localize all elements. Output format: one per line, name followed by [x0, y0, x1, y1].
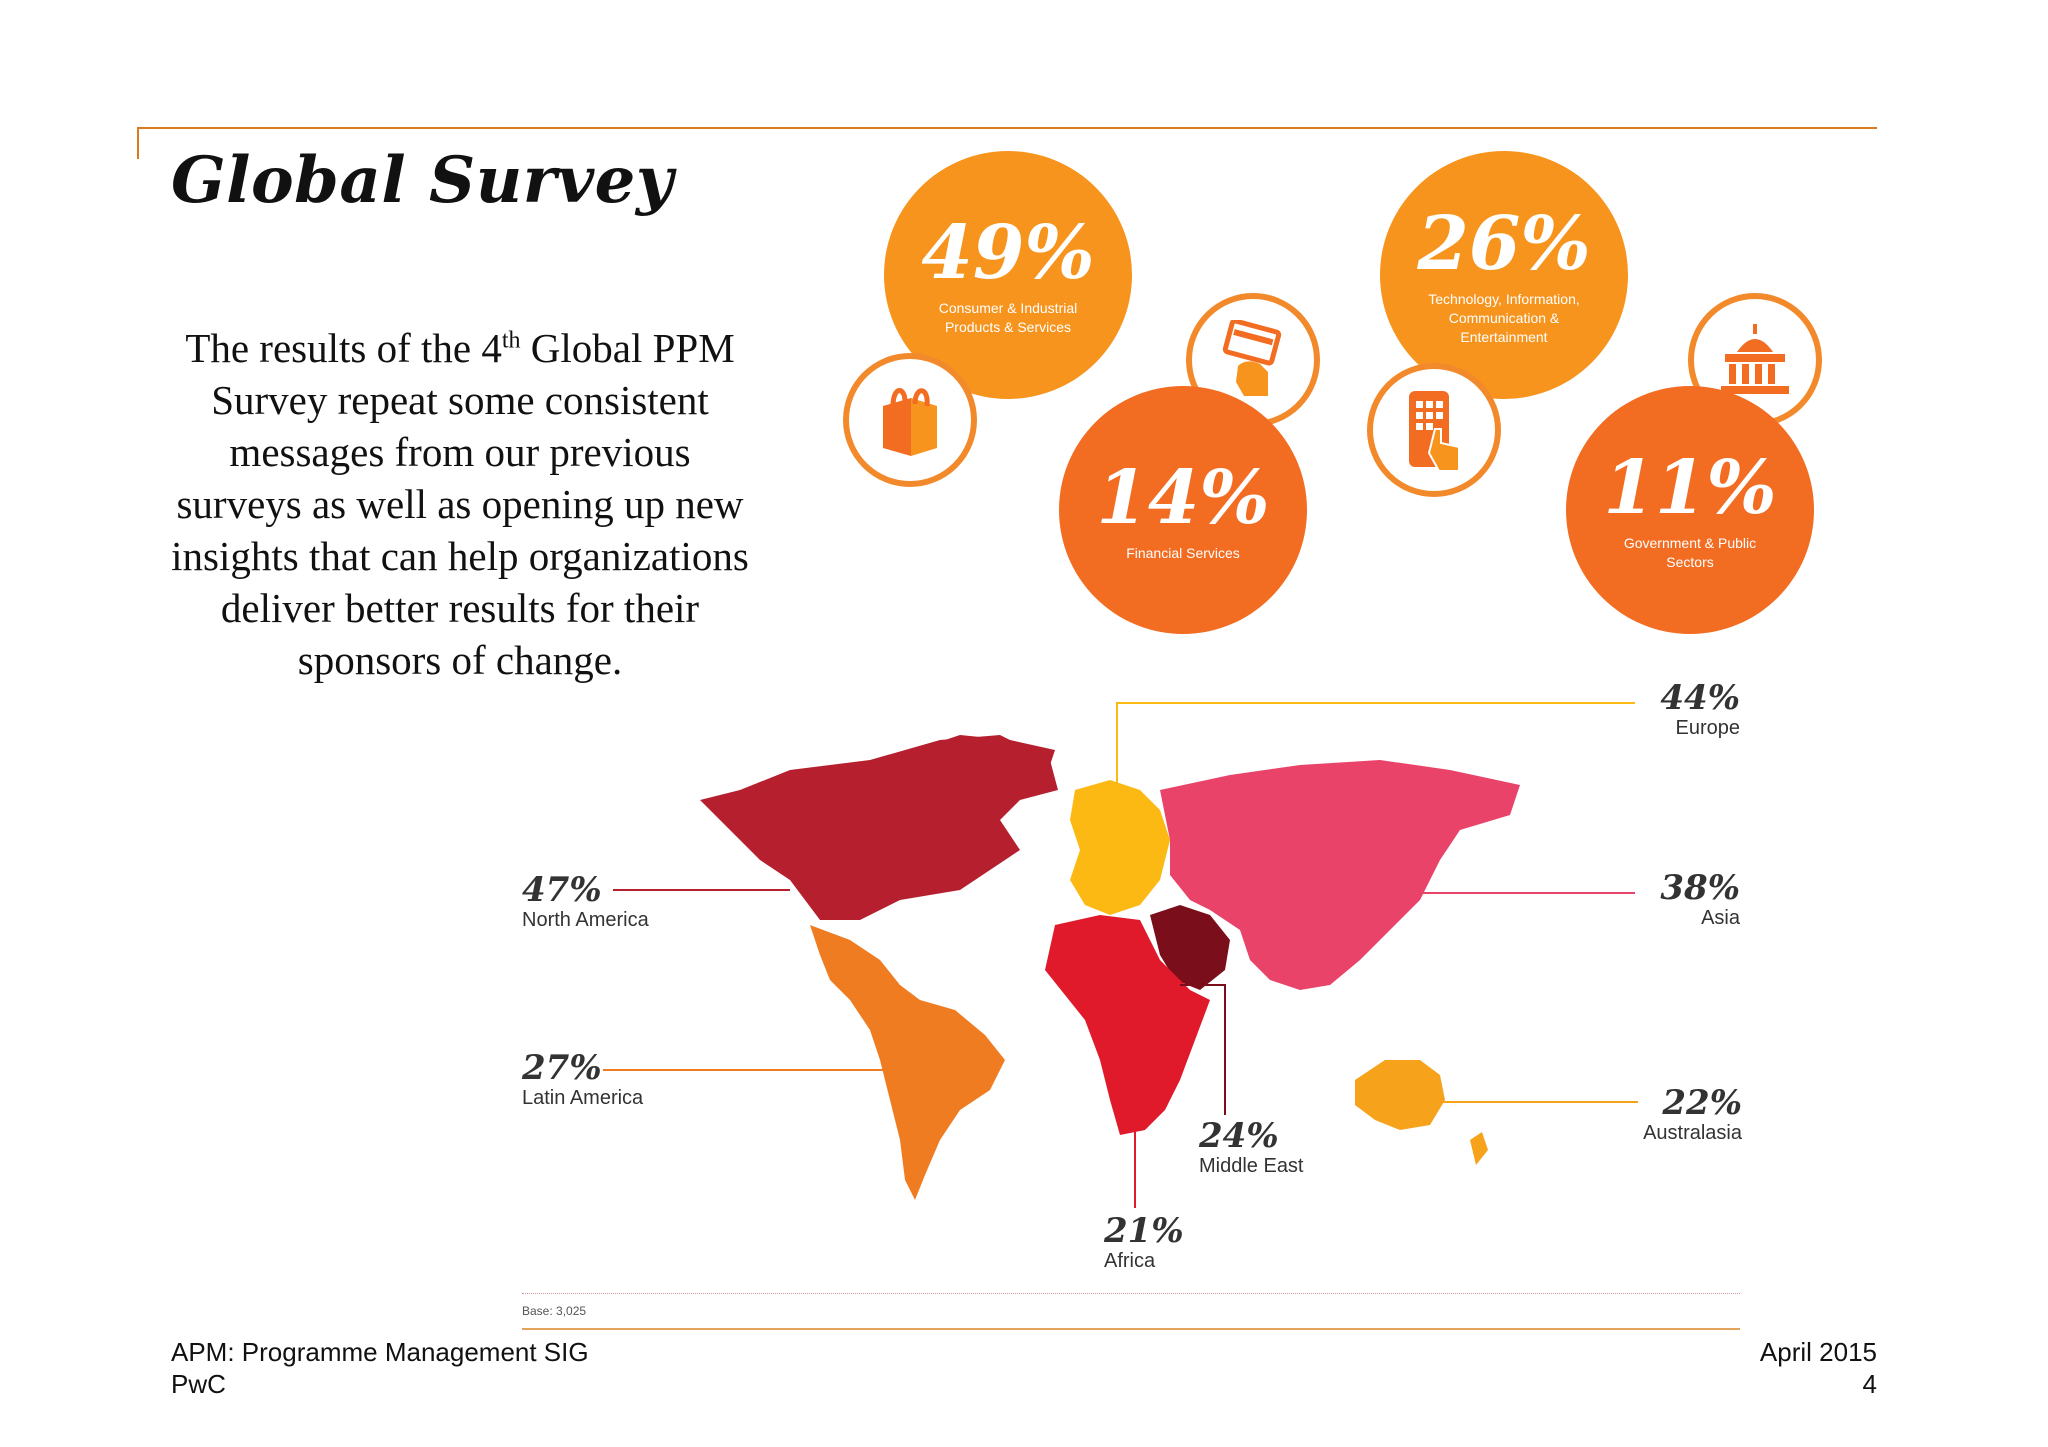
intro-line-2: Survey repeat some consistent — [211, 377, 709, 423]
region-label-north-america: 47% North America — [522, 872, 649, 932]
map-region-africa — [1045, 915, 1210, 1135]
region-label-australasia: 22% Australasia — [1643, 1085, 1742, 1145]
region-pct: 38% — [1660, 868, 1740, 908]
leader-middle-east — [1180, 984, 1226, 1115]
mobile-phone-icon — [1367, 363, 1501, 497]
sector-label: Consumer & Industrial Products & Service… — [938, 300, 1078, 335]
sector-label: Technology, Information, Communication &… — [1428, 290, 1580, 345]
region-name: Middle East — [1199, 1155, 1304, 1177]
intro-line-1a: The results of the 4 — [185, 325, 502, 371]
intro-line-6: deliver better results for their — [220, 585, 700, 631]
region-name: Latin America — [522, 1087, 644, 1109]
intro-line-3: messages from our previous — [229, 429, 691, 475]
region-pct: 47% — [522, 870, 602, 910]
map-baseline-dots — [522, 1293, 1740, 1294]
sector-bubble-government: 11% Government & Public Sectors — [1566, 386, 1814, 634]
map-region-middle-east — [1150, 905, 1230, 990]
sector-label: Financial Services — [1126, 544, 1240, 561]
sector-bubble-financial: 14% Financial Services — [1059, 386, 1307, 634]
sector-bubble-technology: 26% Technology, Information, Communicati… — [1380, 151, 1628, 399]
region-name: Australasia — [1643, 1122, 1742, 1144]
region-name: North America — [522, 909, 649, 931]
intro-line-5: insights that can help organizations — [171, 533, 749, 579]
intro-line-4: surveys as well as opening up new — [176, 481, 744, 527]
page-title: Global Survey — [171, 143, 674, 218]
region-name: Asia — [1701, 907, 1740, 929]
shopping-bag-icon — [843, 353, 977, 487]
footer-left: APM: Programme Management SIG PwC — [171, 1336, 589, 1400]
sector-pct: 26% — [1417, 200, 1591, 287]
region-label-asia: 38% Asia — [1660, 870, 1740, 930]
region-pct: 24% — [1199, 1116, 1279, 1156]
map-region-australasia — [1355, 1060, 1445, 1130]
intro-line-1b: Global PPM — [520, 325, 735, 371]
region-pct: 21% — [1104, 1211, 1184, 1251]
title-rule — [137, 127, 1877, 129]
sector-pct: 49% — [921, 210, 1095, 296]
title-rule-tick — [137, 127, 139, 159]
footer-date: April 2015 — [1759, 1337, 1877, 1367]
sector-pct: 11% — [1603, 445, 1777, 531]
intro-line-7: sponsors of change. — [297, 637, 623, 683]
map-region-latin-america — [810, 925, 1005, 1200]
map-region-europe — [1070, 780, 1170, 915]
sector-label: Government & Public Sectors — [1623, 535, 1757, 570]
leader-europe — [1116, 702, 1635, 840]
region-label-africa: 21% Africa — [1104, 1213, 1184, 1273]
region-label-europe: 44% Europe — [1660, 680, 1740, 740]
base-note: Base: 3,025 — [522, 1304, 587, 1318]
region-label-latin-america: 27% Latin America — [522, 1050, 643, 1110]
map-region-greenland — [930, 735, 1055, 795]
sector-pct: 14% — [1096, 454, 1270, 541]
region-pct: 27% — [522, 1048, 602, 1088]
map-region-new-zealand — [1470, 1132, 1488, 1165]
footer-company: PwC — [171, 1369, 226, 1399]
intro-paragraph: The results of the 4th Global PPM Survey… — [115, 322, 805, 686]
region-name: Africa — [1104, 1250, 1156, 1272]
region-name: Europe — [1675, 717, 1741, 739]
map-region-asia — [1160, 760, 1520, 990]
region-pct: 22% — [1662, 1083, 1742, 1123]
region-pct: 44% — [1660, 678, 1740, 718]
page-number: 4 — [1862, 1369, 1877, 1399]
footer-right: April 2015 4 — [1760, 1336, 1877, 1400]
intro-ordinal: th — [501, 327, 521, 354]
footer-org: APM: Programme Management SIG — [171, 1337, 589, 1367]
region-label-middle-east: 24% Middle East — [1199, 1118, 1304, 1178]
footer-rule — [522, 1328, 1740, 1330]
